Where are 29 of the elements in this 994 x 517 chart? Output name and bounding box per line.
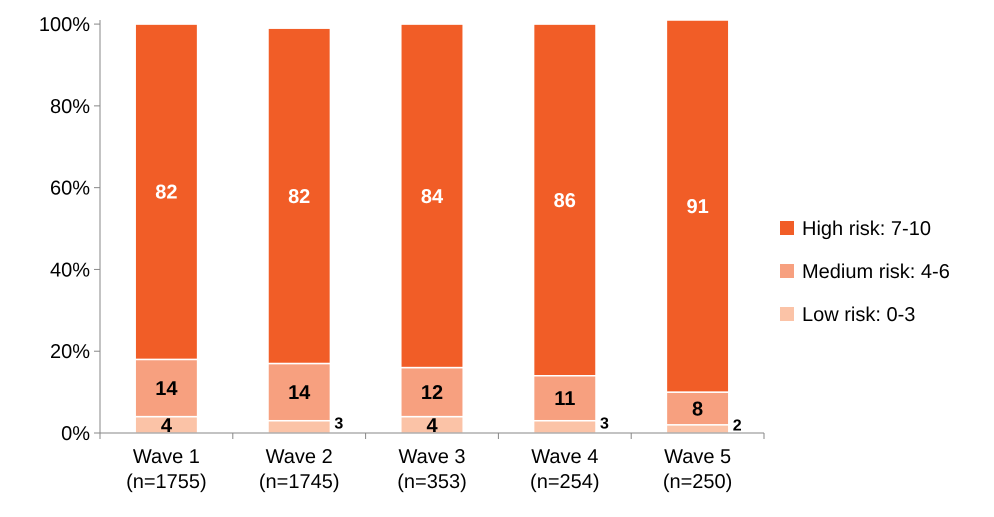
data-label: 3 <box>600 415 610 432</box>
data-label: 4 <box>160 414 173 437</box>
data-label: 3 <box>334 415 344 432</box>
data-label: 4 <box>426 414 438 437</box>
data-label: 84 <box>420 186 444 208</box>
y-tick-label: 80% <box>50 96 90 118</box>
legend-label: High risk: 7-10 <box>802 218 931 240</box>
x-tick-label: Wave 5 (n=250) <box>662 446 732 493</box>
data-label: 12 <box>420 382 444 404</box>
data-label: 82 <box>155 182 178 204</box>
y-tick-label: 20% <box>50 341 90 364</box>
y-tick-label: 40% <box>50 259 90 282</box>
data-label: 14 <box>288 382 312 404</box>
legend-label: Low risk: 0-3 <box>802 304 916 326</box>
data-label: 86 <box>554 190 576 212</box>
legend-label: Medium risk: 4-6 <box>802 261 950 283</box>
y-tick-label: 60% <box>50 178 90 200</box>
data-label: 14 <box>155 378 178 400</box>
data-label: 91 <box>686 196 709 218</box>
data-label: 2 <box>732 418 742 435</box>
data-label: 8 <box>692 398 704 420</box>
x-tick-label: Wave 1 (n=1755) <box>126 446 207 493</box>
x-tick-label: Wave 3 (n=353) <box>397 446 467 493</box>
x-tick-label: Wave 4 (n=254) <box>530 446 600 493</box>
x-tick-label: Wave 2 (n=1745) <box>258 446 340 493</box>
data-label: 11 <box>554 388 576 410</box>
y-tick-label: 0% <box>61 423 90 445</box>
y-tick-label: 100% <box>38 14 90 36</box>
data-label: 82 <box>288 186 310 208</box>
